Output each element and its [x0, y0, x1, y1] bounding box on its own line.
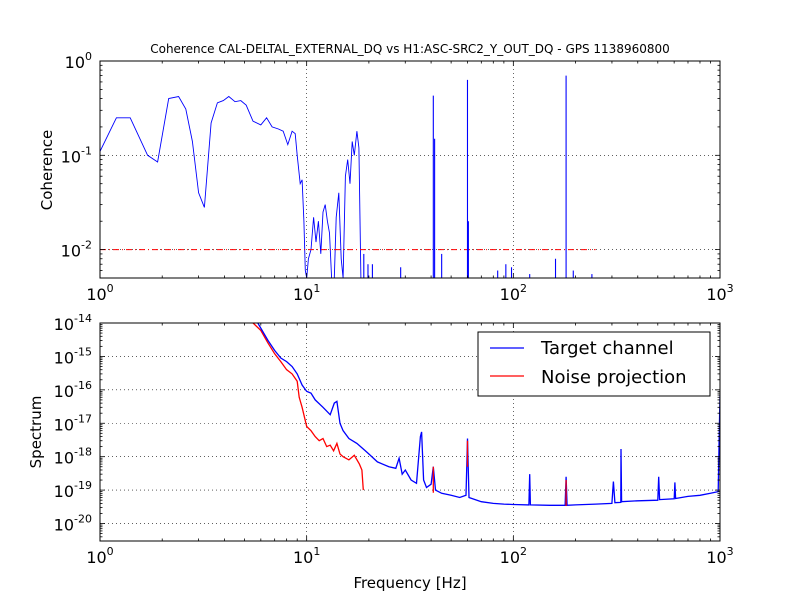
- coherence-ylabel: Coherence: [38, 130, 56, 210]
- spectrum-y-tick-label: 10-19: [54, 479, 92, 501]
- spectrum-panel: 100 101 102 103 10-20 10-19 10-18 10-17 10-16 10-…: [27, 312, 734, 592]
- spectrum-y-tick-label: 10-18: [54, 446, 92, 468]
- coherence-x-tick-label: 101: [293, 282, 320, 304]
- coherence-title: Coherence CAL-DELTAL_EXTERNAL_DQ vs H1:A…: [150, 42, 670, 56]
- coherence-plot-area: [100, 61, 720, 278]
- coherence-grid: [100, 61, 720, 278]
- coherence-panel: 100 101 102 103 10-2 10-1 100 Coherence CAL-DE…: [38, 42, 734, 304]
- spectrum-x-tick-label: 101: [293, 545, 320, 567]
- spectrum-y-tick-label: 10-15: [54, 345, 92, 367]
- coherence-x-tick-label: 100: [86, 282, 113, 304]
- coherence-series-coherence: [100, 95, 362, 278]
- legend-label-noise-projection: Noise projection: [541, 367, 687, 388]
- coherence-data: [100, 75, 596, 278]
- coherence-y-tick-label: 10-1: [61, 144, 92, 166]
- spectrum-x-tick-label: 103: [706, 545, 733, 567]
- spectrum-x-tick-label: 102: [500, 545, 527, 567]
- coherence-y-tick-label: 10-2: [61, 239, 92, 261]
- spectrum-legend: Target channel Noise projection: [477, 331, 711, 397]
- spectrum-xlabel: Frequency [Hz]: [353, 574, 466, 592]
- spectrum-data: [252, 323, 720, 507]
- legend-box: [477, 331, 711, 397]
- spectrum-y-tick-label: 10-17: [54, 412, 92, 434]
- spectrum-x-tick-label: 100: [86, 545, 113, 567]
- coherence-axes-frame: [99, 60, 721, 279]
- spectrum-series-noise-projection: [252, 323, 364, 491]
- spectrum-ylabel: Spectrum: [27, 396, 45, 469]
- spectrum-axes-frame: [99, 322, 721, 542]
- coherence-y-tick-label: 100: [65, 50, 92, 72]
- spectrum-y-tick-label: 10-14: [54, 312, 92, 334]
- coherence-x-tick-label: 103: [706, 282, 733, 304]
- legend-label-target-channel: Target channel: [540, 338, 674, 359]
- spectrum-y-tick-label: 10-16: [54, 379, 92, 401]
- coherence-x-tick-label: 102: [500, 282, 527, 304]
- spectrum-y-tick-label: 10-20: [54, 513, 92, 535]
- spectrum-series-target-channel: [257, 323, 720, 506]
